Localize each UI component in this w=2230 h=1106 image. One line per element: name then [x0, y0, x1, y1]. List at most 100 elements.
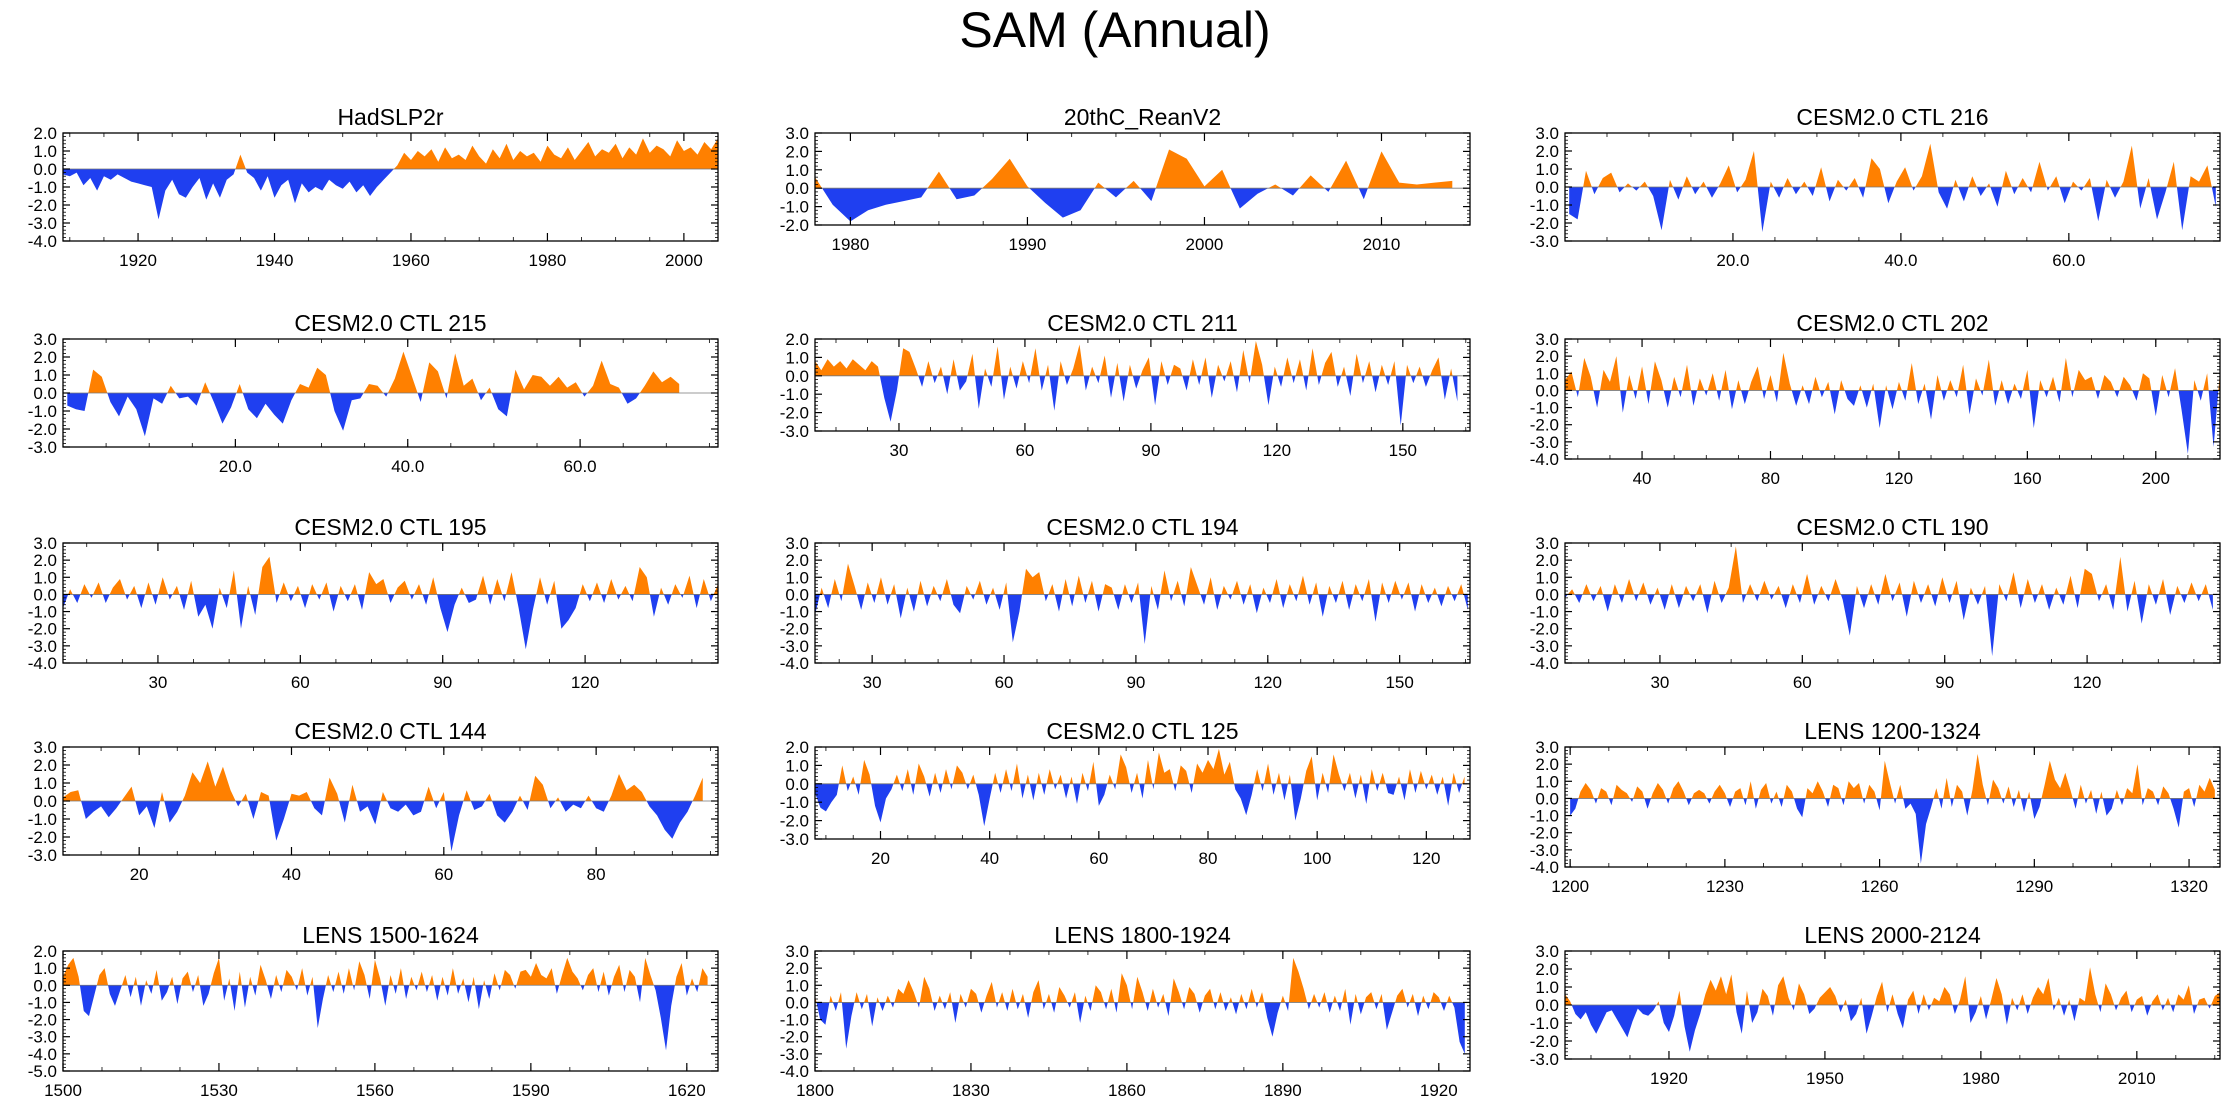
y-tick-label: -2.0: [780, 216, 809, 235]
chart-panel: CESM2.0 CTL 195 3.02.01.00.0-1.0-2.0-3.0-…: [28, 514, 719, 692]
y-tick-label: 1.0: [1535, 364, 1559, 383]
y-tick-label: 0.0: [1535, 996, 1559, 1015]
x-tick-label: 100: [1303, 849, 1331, 868]
negative-area: [815, 375, 1458, 426]
negative-area: [815, 1002, 1465, 1054]
positive-area: [815, 340, 1453, 376]
positive-area: [63, 761, 703, 801]
y-tick-label: 1.0: [785, 976, 809, 995]
chart-panel: CESM2.0 CTL 216 3.02.01.00.0-1.0-2.0-3.0 2…: [1530, 104, 2221, 270]
chart-panel: LENS 1800-1924 3.02.01.00.0-1.0-2.0-3.0-4…: [780, 922, 1471, 1100]
y-tick-label: 1.0: [1535, 978, 1559, 997]
y-tick-label: 3.0: [1535, 330, 1559, 349]
x-tick-label: 2010: [1363, 235, 1401, 254]
y-tick-label: -1.0: [1530, 807, 1559, 826]
panel-title: CESM2.0 CTL 215: [294, 310, 486, 336]
y-tick-label: 1.0: [33, 774, 57, 793]
y-tick-label: 1.0: [33, 142, 57, 161]
x-tick-label: 2010: [2118, 1069, 2156, 1088]
x-tick-label: 150: [1389, 441, 1417, 460]
y-tick-label: 3.0: [1535, 124, 1559, 143]
x-tick-label: 30: [148, 673, 167, 692]
panel-title: LENS 1500-1624: [302, 922, 479, 948]
y-tick-label: 3.0: [1535, 942, 1559, 961]
x-tick-label: 1290: [2015, 877, 2053, 896]
positive-area: [1567, 546, 2209, 595]
chart-panel: LENS 2000-2124 3.02.01.00.0-1.0-2.0-3.0 19…: [1530, 922, 2221, 1088]
x-tick-label: 60.0: [2052, 251, 2085, 270]
y-tick-label: -3.0: [28, 846, 57, 865]
chart-panel: CESM2.0 CTL 144 3.02.01.00.0-1.0-2.0-3.0 2…: [28, 718, 719, 884]
negative-area: [1569, 187, 2216, 232]
plot-frame: [814, 132, 1471, 226]
x-tick-label: 80: [1761, 469, 1780, 488]
plot-frame: [814, 950, 1471, 1072]
x-tick-label: 40.0: [1884, 251, 1917, 270]
x-tick-label: 40: [980, 849, 999, 868]
y-tick-label: 2.0: [1535, 960, 1559, 979]
x-tick-label: 1990: [1009, 235, 1047, 254]
x-tick-label: 60: [995, 673, 1014, 692]
y-tick-label: -2.0: [1530, 416, 1559, 435]
y-tick-label: 3.0: [1535, 738, 1559, 757]
figure-title: SAM (Annual): [959, 2, 1271, 58]
y-tick-label: -1.0: [1530, 603, 1559, 622]
y-tick-label: -2.0: [780, 620, 809, 639]
x-tick-label: 1920: [1420, 1081, 1458, 1100]
y-tick-label: -4.0: [1530, 654, 1559, 673]
y-tick-label: 0.0: [1535, 585, 1559, 604]
x-tick-label: 20: [871, 849, 890, 868]
chart-panel: CESM2.0 CTL 211 2.01.00.0-1.0-2.0-3.0 30 60…: [780, 310, 1471, 460]
x-tick-label: 1960: [392, 251, 430, 270]
x-tick-label: 120: [1885, 469, 1913, 488]
positive-area: [68, 556, 718, 595]
x-tick-label: 60: [434, 865, 453, 884]
plot-frame: [1564, 746, 2221, 868]
positive-area: [838, 748, 1465, 784]
y-tick-label: 0.0: [33, 384, 57, 403]
y-tick-label: -2.0: [780, 404, 809, 423]
y-tick-label: -4.0: [28, 1045, 57, 1064]
negative-area: [63, 801, 703, 852]
x-tick-label: 60.0: [564, 457, 597, 476]
x-tick-label: 1320: [2170, 877, 2208, 896]
y-tick-label: 1.0: [1535, 568, 1559, 587]
y-tick-label: -1.0: [28, 603, 57, 622]
panel-title: CESM2.0 CTL 190: [1796, 514, 1988, 540]
plot-frame: [62, 950, 719, 1072]
x-tick-label: 90: [1126, 673, 1145, 692]
negative-area: [63, 594, 718, 650]
positive-area: [819, 563, 1464, 595]
y-tick-label: 3.0: [33, 330, 57, 349]
x-tick-label: 1800: [796, 1081, 834, 1100]
y-tick-label: -4.0: [780, 654, 809, 673]
y-tick-label: 1.0: [1535, 772, 1559, 791]
y-tick-label: -2.0: [28, 420, 57, 439]
chart-panel: LENS 1200-1324 3.02.01.00.0-1.0-2.0-3.0-4…: [1530, 718, 2221, 896]
plot-frame: [1564, 542, 2221, 664]
plot-frame: [814, 542, 1471, 664]
panel-title: CESM2.0 CTL 202: [1796, 310, 1988, 336]
x-tick-label: 1860: [1108, 1081, 1146, 1100]
x-tick-label: 1920: [119, 251, 157, 270]
positive-area: [63, 957, 708, 986]
panel-title: LENS 1200-1324: [1804, 718, 1981, 744]
y-tick-label: 1.0: [33, 366, 57, 385]
positive-area: [1569, 143, 2216, 187]
x-tick-label: 80: [587, 865, 606, 884]
y-tick-label: 0.0: [33, 976, 57, 995]
y-tick-label: 0.0: [1535, 381, 1559, 400]
plot-frame: [814, 338, 1471, 432]
y-tick-label: 1.0: [785, 348, 809, 367]
x-tick-label: 1260: [1861, 877, 1899, 896]
y-tick-label: 3.0: [33, 534, 57, 553]
negative-area: [63, 169, 718, 220]
x-tick-label: 90: [433, 673, 452, 692]
y-tick-label: 3.0: [1535, 534, 1559, 553]
y-tick-label: -5.0: [28, 1062, 57, 1081]
negative-area: [815, 594, 1468, 645]
y-tick-label: -3.0: [1530, 841, 1559, 860]
y-tick-label: 2.0: [33, 551, 57, 570]
x-tick-label: 90: [1141, 441, 1160, 460]
